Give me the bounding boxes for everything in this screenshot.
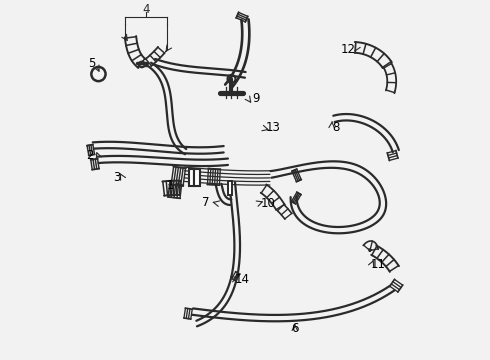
Text: 14: 14 [235,273,249,286]
Text: 5: 5 [88,57,95,70]
Text: 4: 4 [143,3,150,16]
Bar [228,181,232,195]
Text: 8: 8 [332,121,340,134]
Text: 10: 10 [261,197,275,210]
Bar [195,169,199,186]
Text: 9: 9 [252,93,259,105]
Text: 12: 12 [341,42,356,56]
Text: 1: 1 [167,179,174,192]
Text: 13: 13 [266,121,281,134]
Bar [189,169,195,186]
Text: 2: 2 [87,149,94,162]
Text: 6: 6 [291,322,298,335]
Text: 7: 7 [202,196,210,209]
Text: 3: 3 [113,171,121,184]
Text: 11: 11 [371,258,386,271]
